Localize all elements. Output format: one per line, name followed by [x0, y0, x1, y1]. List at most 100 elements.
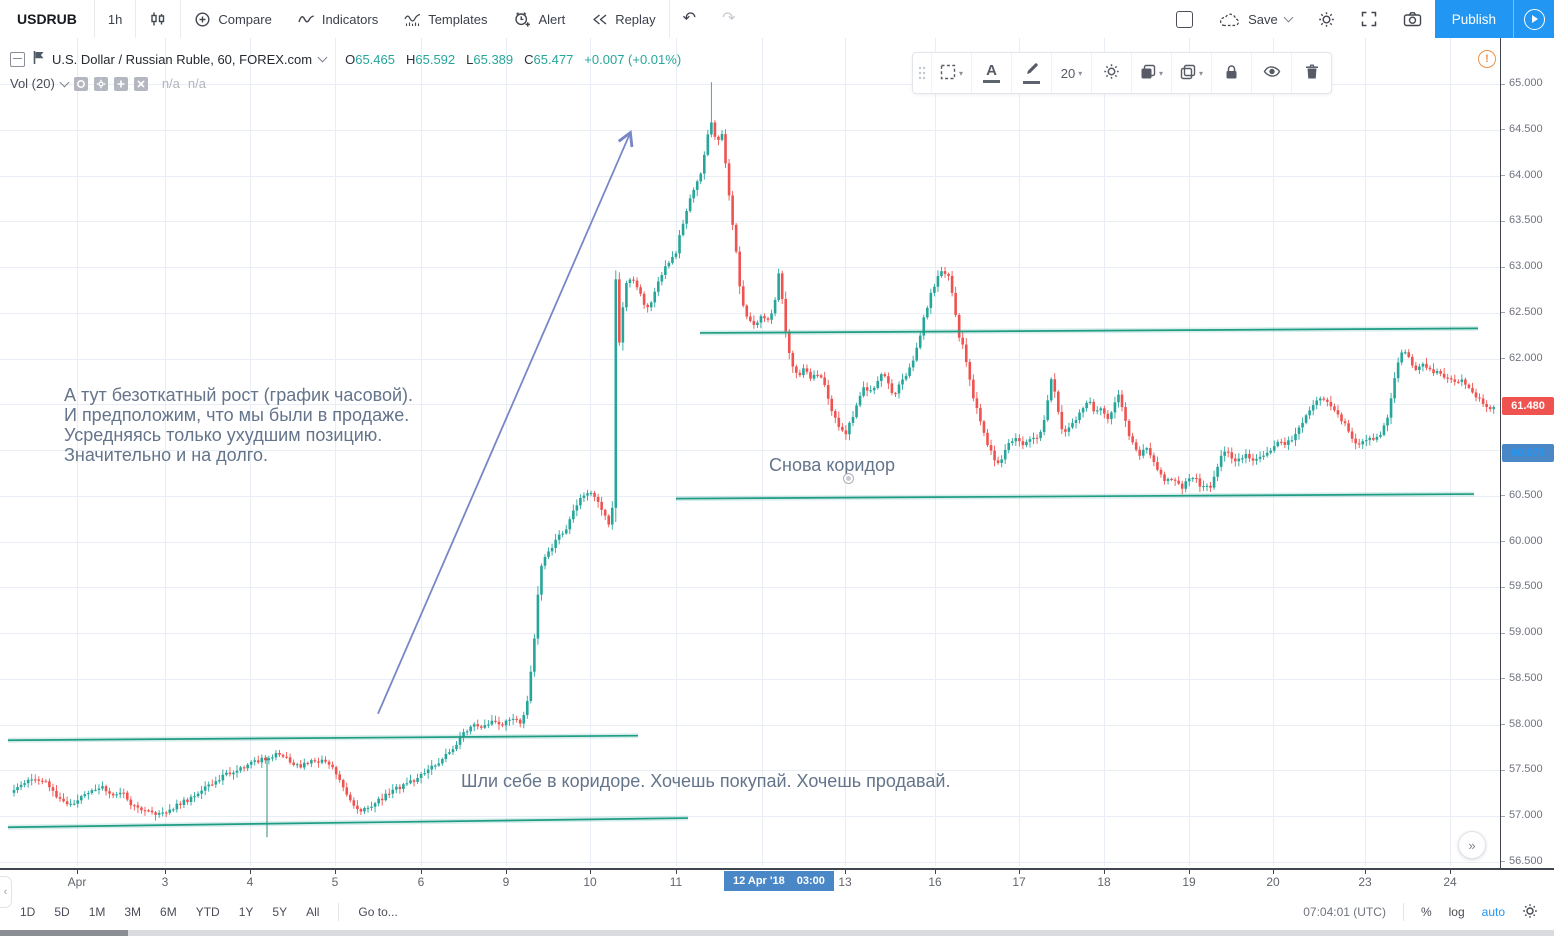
- range-button-1Y[interactable]: 1Y: [238, 905, 254, 919]
- scale-settings-gear-icon[interactable]: [1522, 903, 1538, 922]
- channel-bottom[interactable]: [7, 817, 689, 829]
- price-axis-label: 59.000: [1509, 626, 1543, 639]
- price-axis-label: 57.500: [1509, 763, 1543, 776]
- save-label: Save: [1248, 11, 1278, 27]
- chevron-down-icon[interactable]: [59, 77, 70, 87]
- time-axis-label: 4: [246, 875, 254, 889]
- draw-color-button[interactable]: [1011, 53, 1051, 93]
- publish-play-button[interactable]: [1513, 0, 1554, 38]
- price-tick: [1501, 861, 1505, 863]
- layers-button[interactable]: ▾: [1131, 53, 1171, 93]
- indicators-button[interactable]: Indicators: [285, 0, 391, 38]
- range-button-5D[interactable]: 5D: [54, 905, 70, 919]
- candlestick-icon: [149, 11, 167, 28]
- log-scale-button[interactable]: log: [1448, 905, 1465, 919]
- templates-button[interactable]: Templates: [391, 0, 500, 38]
- percent-scale-button[interactable]: %: [1420, 905, 1432, 919]
- range-button-3M[interactable]: 3M: [124, 905, 142, 919]
- chart-style-button[interactable]: [136, 0, 180, 38]
- price-tick: [1501, 586, 1505, 588]
- data-delay-warning-icon[interactable]: !: [1478, 50, 1496, 68]
- indicator-name[interactable]: Vol (20): [10, 76, 55, 91]
- range-button-YTD[interactable]: YTD: [195, 905, 220, 919]
- collapse-icon[interactable]: [10, 51, 25, 67]
- goto-button[interactable]: Go to...: [358, 905, 398, 919]
- text-annotation-growth[interactable]: А тут безоткатный рост (график часовой).…: [64, 385, 414, 465]
- snapshot-button[interactable]: [1390, 0, 1435, 38]
- candlestick-chart[interactable]: [0, 38, 1500, 868]
- price-axis-label: 59.500: [1509, 580, 1543, 593]
- time-tick: [935, 870, 936, 874]
- range-top[interactable]: [699, 327, 1479, 334]
- interval-button[interactable]: 1h: [107, 11, 123, 27]
- price-tick: [1501, 358, 1505, 360]
- trend-arrow[interactable]: [377, 129, 634, 715]
- bottom-scrollbar[interactable]: [0, 930, 1554, 936]
- play-icon: [1523, 8, 1545, 30]
- range-button-6M[interactable]: 6M: [160, 905, 177, 919]
- style-select-button[interactable]: ▾: [931, 53, 971, 93]
- lock-button[interactable]: [1211, 53, 1251, 93]
- undo-button[interactable]: ↶: [682, 10, 697, 27]
- compare-button[interactable]: Compare: [181, 0, 284, 38]
- pencil-icon: [1024, 62, 1040, 79]
- text-annotation-range[interactable]: Шли себе в коридоре. Хочешь покупай. Хоч…: [461, 771, 951, 791]
- text-annotation-corridor[interactable]: Снова коридор: [769, 455, 895, 475]
- text-color-button[interactable]: A: [971, 53, 1011, 93]
- layout-button[interactable]: [1163, 0, 1206, 38]
- symbol-button[interactable]: USDRUB: [17, 11, 77, 27]
- indicator-add-icon[interactable]: [113, 76, 128, 91]
- price-axis-label: 56.500: [1509, 854, 1543, 867]
- range-button-1M[interactable]: 1M: [88, 905, 106, 919]
- fullscreen-icon: [1361, 11, 1377, 27]
- time-axis[interactable]: 12 Apr '18 03:00 Apr 3 4 5 6 9 10 11 13 16 17 18 19 2…: [0, 868, 1554, 894]
- chevron-down-icon[interactable]: [317, 52, 328, 63]
- time-tick: [590, 870, 591, 874]
- chart-title[interactable]: U.S. Dollar / Russian Ruble, 60, FOREX.c…: [52, 51, 313, 67]
- drawing-settings-button[interactable]: [1091, 53, 1131, 93]
- annotation-anchor-handle[interactable]: [843, 473, 854, 484]
- font-size-button[interactable]: 20 ▾: [1051, 53, 1091, 93]
- text-color-icon: A: [986, 62, 997, 79]
- publish-button[interactable]: Publish: [1434, 0, 1513, 38]
- time-axis-label: 18: [1097, 875, 1111, 889]
- secondary-price-label: 60.973: [1502, 443, 1554, 462]
- range-button-5Y[interactable]: 5Y: [272, 905, 288, 919]
- fullscreen-button[interactable]: [1348, 0, 1390, 38]
- price-axis-label: 57.000: [1509, 809, 1543, 822]
- indicator-eye-icon[interactable]: [73, 76, 88, 91]
- price-axis[interactable]: 65.000 64.500 64.000 63.500 63.000 62.500 62.0…: [1500, 38, 1554, 868]
- alert-button[interactable]: Alert: [500, 0, 578, 38]
- layers-icon: [1140, 64, 1156, 83]
- price-tick: [1501, 266, 1505, 268]
- scroll-to-recent-button[interactable]: »: [1458, 831, 1486, 859]
- save-button[interactable]: Save: [1206, 0, 1305, 38]
- time-tick: [1104, 870, 1105, 874]
- range-button-All[interactable]: All: [306, 905, 320, 919]
- range-bottom[interactable]: [675, 493, 1475, 500]
- indicator-remove-icon[interactable]: [133, 76, 148, 91]
- range-button-1D[interactable]: 1D: [20, 905, 36, 919]
- delete-button[interactable]: [1291, 53, 1331, 93]
- ohlc-C: C65.477: [524, 51, 574, 67]
- ohlc-H: H65.592: [405, 51, 456, 67]
- chart-pane[interactable]: U.S. Dollar / Russian Ruble, 60, FOREX.c…: [0, 38, 1554, 868]
- channel-top[interactable]: [7, 734, 639, 742]
- clone-button[interactable]: ▾: [1171, 53, 1211, 93]
- cloud-icon: [1219, 12, 1241, 27]
- clock-label[interactable]: 07:04:01 (UTC): [1303, 905, 1386, 919]
- dropdown-arrow-icon: ▾: [958, 68, 963, 78]
- alert-clock-icon: [513, 11, 531, 28]
- indicator-settings-icon[interactable]: [93, 76, 108, 91]
- price-change: +0.007 (+0.01%): [584, 51, 682, 67]
- auto-scale-button[interactable]: auto: [1481, 905, 1505, 919]
- replay-button[interactable]: Replay: [578, 0, 668, 38]
- scrollbar-thumb[interactable]: [0, 930, 128, 936]
- settings-button[interactable]: [1305, 0, 1348, 38]
- top-toolbar: USDRUB 1h Compare Indicators Templates A…: [0, 0, 1554, 39]
- drawing-panel-toggle[interactable]: ‹: [0, 876, 12, 908]
- drag-handle[interactable]: [913, 53, 931, 93]
- visibility-button[interactable]: [1251, 53, 1291, 93]
- drawing-toolbar: ▾ A 20 ▾ ▾ ▾: [912, 52, 1332, 94]
- redo-button[interactable]: ↷: [722, 10, 736, 27]
